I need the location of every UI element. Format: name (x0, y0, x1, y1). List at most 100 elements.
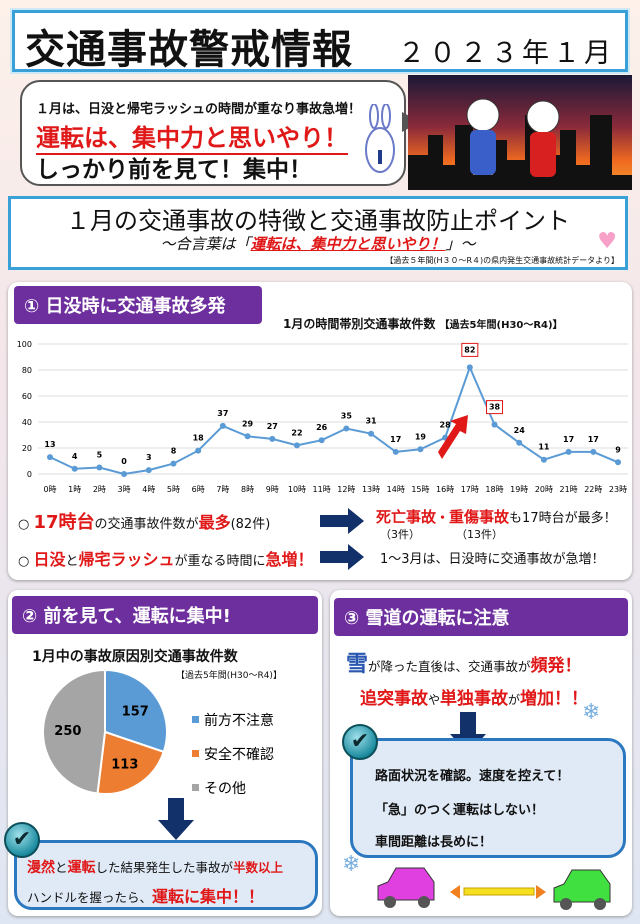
speech-bubble: １月は、日没と帰宅ラッシュの時間が重なり事故急増！ 運転は、集中力と思いやり！ … (20, 80, 420, 186)
x-tick-label: 10時 (288, 485, 306, 494)
right-arrow-icon (320, 508, 364, 534)
checkmark-icon: ✔ (342, 724, 378, 760)
x-tick-label: 4時 (142, 485, 155, 494)
line-chart-title: 1月の時間帯別交通事故件数 【過去5年間(H30～R4)】 (283, 315, 563, 332)
section2-card: ② 前を見て、運転に集中! 1月中の事故原因別交通事故件数 【過去5年間(H30… (4, 590, 322, 916)
r1d: も17時台が最多！ (509, 511, 617, 526)
legend-label: 安全不確認 (204, 746, 274, 763)
tip-2: 「急」のつく運転はしない！ (375, 803, 545, 818)
pie-chart-period: 【過去5年間(H30～R4)】 (176, 671, 282, 681)
t-c: 単独事故 (440, 689, 509, 709)
legend-label: 前方不注意 (204, 712, 274, 729)
series-line (49, 364, 619, 476)
green-car-icon (553, 869, 611, 910)
x-tick-label: 5時 (167, 485, 180, 494)
p2d: が重なる時間に (174, 554, 266, 569)
snowflake-icon: ❄ (582, 700, 601, 725)
data-point (368, 430, 375, 437)
slogan-prefix: ～合言葉は「 (160, 235, 251, 253)
p1c: 最多 (198, 513, 231, 532)
m-a: 漫然 (27, 860, 55, 876)
data-label: 11 (538, 443, 550, 452)
section1-card: ① 日没時に交通事故多発 1月の時間帯別交通事故件数 【過去5年間(H30～R4… (8, 282, 632, 580)
tip-1: 路面状況を確認。速度を控えて！ (375, 769, 570, 784)
data-label: 28 (440, 421, 452, 430)
data-point (615, 459, 621, 466)
data-label: 24 (514, 426, 526, 435)
msg-line1: 漫然と運転した結果発生した事故が半数以上 (27, 857, 283, 877)
msg-line2: ハンドルを握ったら、運転に集中！！ (27, 883, 264, 907)
result2: 1～3月は、日没時に交通事故が急増！ (380, 552, 605, 567)
legend-swatch (192, 750, 199, 757)
rabbit-mascot-icon (365, 104, 395, 173)
tip-3: 車間距離は長めに！ (375, 835, 493, 850)
x-tick-label: 16時 (436, 485, 454, 494)
s-c: 頻発！ (530, 656, 582, 676)
x-tick-label: 17時 (461, 485, 479, 494)
data-label: 8 (171, 447, 177, 456)
r1a: 死亡事故 (376, 508, 437, 526)
legend-swatch (192, 716, 199, 723)
distance-arrow-icon (450, 885, 546, 899)
y-tick-label: 100 (17, 340, 32, 349)
data-point (121, 471, 128, 477)
data-point (590, 448, 597, 455)
mascots-night-city-illustration (408, 75, 632, 190)
section3-heading: ③ 雪道の運転に注意 (334, 598, 628, 636)
m-e: 半数以上 (233, 860, 284, 875)
data-label: 3 (146, 453, 152, 462)
up-arrow-icon (438, 415, 468, 459)
hourly-accident-line-chart: 0 20 40 60 80 100 13 0時 4 1時 5 2時 0 3時 3 4時 8 5時 18 6時 37 7時 2… (17, 340, 628, 494)
t-e: 増加！！ (520, 689, 589, 709)
m-d: した結果発生した事故が (95, 860, 234, 875)
x-tick-label: 19時 (510, 485, 528, 494)
m-g: 運転に集中！！ (152, 887, 265, 906)
x-tick-label: 23時 (609, 485, 627, 494)
snow-line2: 追突事故や単独事故が増加！！ (360, 684, 588, 709)
t-b: や (428, 693, 441, 707)
data-point (318, 437, 325, 444)
pie-slice (104, 670, 168, 754)
data-label: 38 (489, 403, 501, 412)
m-f: ハンドルを握ったら、 (27, 890, 153, 905)
data-label: 17 (390, 435, 401, 444)
p1a: 17時台 (33, 512, 95, 533)
slogan-line: ～合言葉は「運転は、集中力と思いやり！」～ (11, 233, 625, 254)
p1b: の交通事故件数が (94, 517, 199, 532)
chart-title: 1月の時間帯別交通事故件数 (283, 317, 436, 331)
section3-card: ③ 雪道の運転に注意 雪が降った直後は、交通事故が頻発！ 追突事故や単独事故が増… (330, 590, 632, 916)
highlight-box (461, 342, 479, 357)
data-label: 5 (97, 451, 103, 460)
x-tick-label: 3時 (118, 485, 131, 494)
data-point (417, 446, 424, 453)
data-point (71, 465, 78, 472)
pie-slice (96, 730, 165, 795)
data-label: 27 (267, 422, 278, 431)
x-tick-label: 9時 (266, 485, 279, 494)
checkmark-icon: ✔ (4, 822, 40, 858)
data-label: 17 (563, 435, 574, 444)
right-arrow-icon (320, 544, 364, 570)
x-tick-label: 11時 (313, 485, 331, 494)
data-point (244, 433, 251, 440)
data-point (293, 442, 300, 449)
city-skyline-icon (408, 98, 632, 190)
data-point (491, 421, 498, 428)
snowflake-icon: ❄ (342, 852, 361, 877)
data-point (219, 422, 226, 429)
accident-cause-pie-chart: 157 前方不注意 113 安全不確認 250 その他 (42, 670, 274, 797)
issue-date: ２０２３年１月 (398, 38, 615, 69)
x-tick-label: 18時 (485, 485, 503, 494)
x-tick-label: 0時 (43, 485, 56, 494)
car-distance-illustration (377, 867, 611, 910)
p2e: 急増！ (265, 550, 314, 569)
m-b: と (55, 860, 68, 875)
y-tick-label: 80 (22, 366, 32, 375)
y-tick-label: 60 (22, 392, 32, 401)
point1: ○ 17時台の交通事故件数が最多(82件) (18, 512, 271, 533)
slice-label: 157 (122, 704, 149, 719)
data-point (269, 435, 276, 442)
legend-swatch (192, 784, 199, 791)
snow-tips-box: 路面状況を確認。速度を控えて！ 「急」のつく運転はしない！ 車間距離は長めに！ (350, 738, 626, 858)
t-a: 追突事故 (360, 689, 428, 709)
